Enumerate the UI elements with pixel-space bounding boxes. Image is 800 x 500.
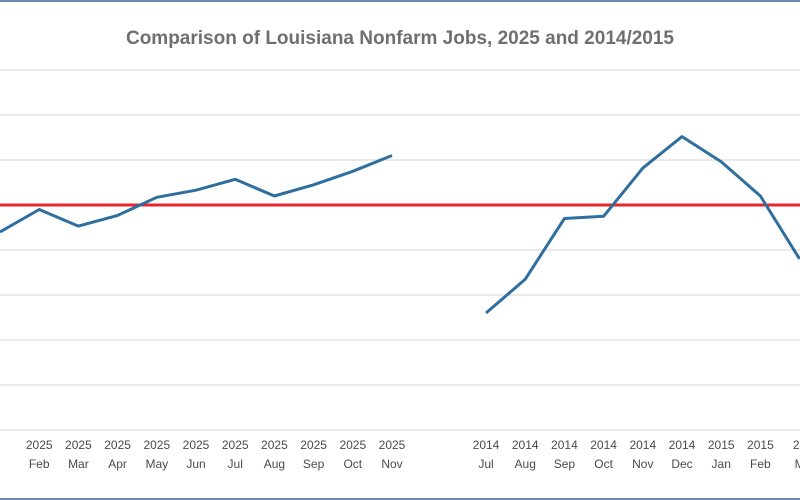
x-tick-month-label: Nov: [632, 457, 653, 471]
x-tick-month-label: Nov: [381, 457, 402, 471]
x-tick-month-label: Jul: [478, 457, 493, 471]
x-tick-month-label: Jun: [186, 457, 205, 471]
x-tick-month-label: Oct: [594, 457, 613, 471]
x-tick-year-label: 2025: [300, 438, 327, 452]
x-tick-month-label: Sep: [554, 457, 576, 471]
x-tick-month-label: Aug: [264, 457, 285, 471]
x-tick-year-label: 20: [793, 438, 800, 452]
x-tick-month-label: Feb: [750, 457, 771, 471]
series-line-2: [485, 135, 800, 315]
x-tick-month-label: Dec: [671, 457, 692, 471]
gridlines: [0, 69, 800, 431]
x-tick-year-label: 2014: [629, 438, 656, 452]
series-line-1: [0, 154, 393, 234]
x-tick-month-label: May: [145, 457, 168, 471]
x-tick-year-label: 2014: [551, 438, 578, 452]
x-tick-year-label: 2014: [669, 438, 696, 452]
x-tick-month-label: Jan: [712, 457, 731, 471]
x-tick-month-label: Sep: [303, 457, 325, 471]
x-tick-year-label: 2025: [26, 438, 53, 452]
x-tick-year-label: 2014: [473, 438, 500, 452]
x-tick-year-label: 2025: [261, 438, 288, 452]
x-tick-year-label: 2025: [183, 438, 210, 452]
x-tick-month-label: Mar: [68, 457, 89, 471]
x-tick-month-label: M: [795, 457, 800, 471]
x-tick-month-label: Apr: [108, 457, 127, 471]
x-tick-month-label: Feb: [29, 457, 50, 471]
x-tick-year-label: 2025: [222, 438, 249, 452]
x-tick-year-label: 2014: [590, 438, 617, 452]
x-tick-month-label: Aug: [515, 457, 536, 471]
x-tick-year-label: 2025: [143, 438, 170, 452]
series-lines: [0, 135, 800, 315]
x-tick-year-label: 2025: [379, 438, 406, 452]
x-tick-year-label: 2025: [65, 438, 92, 452]
x-tick-year-label: 2015: [708, 438, 735, 452]
chart-title: Comparison of Louisiana Nonfarm Jobs, 20…: [125, 28, 674, 49]
x-tick-year-label: 2015: [747, 438, 774, 452]
x-tick-labels: 2025 Feb 2025 Mar 2025 Apr 2025 May 2025 Jun 2025 J…: [26, 438, 800, 471]
x-tick-month-label: Oct: [343, 457, 362, 471]
x-tick-year-label: 2025: [339, 438, 366, 452]
x-tick-year-label: 2014: [512, 438, 539, 452]
x-tick-month-label: Jul: [228, 457, 243, 471]
x-tick-year-label: 2025: [104, 438, 131, 452]
